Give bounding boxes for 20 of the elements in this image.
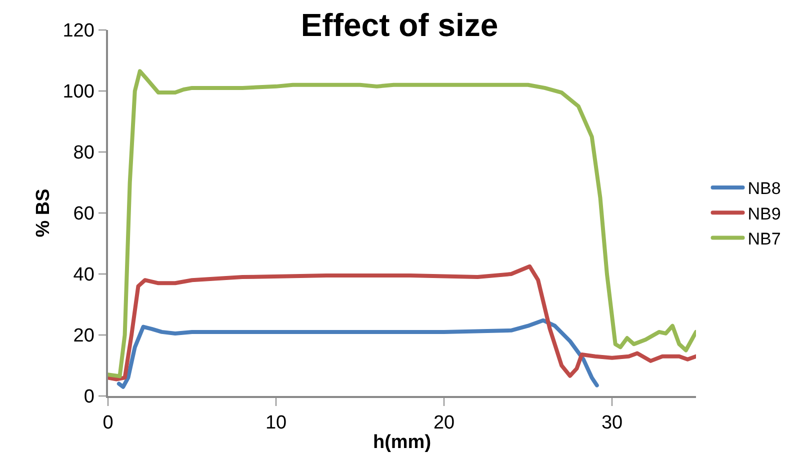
y-tick-label: 60 bbox=[73, 204, 94, 225]
line-series bbox=[108, 69, 696, 378]
y-tick-label: 120 bbox=[62, 20, 94, 42]
x-tick-label: 30 bbox=[601, 412, 623, 434]
y-axis-title: % BS bbox=[33, 188, 54, 238]
legend-label: NB7 bbox=[748, 229, 781, 248]
y-tick-label: 40 bbox=[73, 264, 94, 286]
y-tick-label: 20 bbox=[73, 326, 94, 347]
legend-label: NB8 bbox=[748, 179, 781, 198]
line-series bbox=[108, 264, 696, 382]
x-tick-label: 20 bbox=[433, 412, 455, 434]
x-tick-label: 10 bbox=[265, 412, 287, 434]
y-tick-label: 80 bbox=[73, 142, 94, 164]
chart-title: Effect of size bbox=[300, 7, 498, 44]
y-tick-label: 100 bbox=[62, 82, 94, 103]
y-tick-label: 0 bbox=[84, 386, 94, 408]
line-series bbox=[116, 318, 599, 389]
x-axis-title: h(mm) bbox=[372, 432, 432, 453]
x-tick-label: 0 bbox=[102, 412, 114, 434]
legend-label: NB9 bbox=[748, 204, 781, 224]
